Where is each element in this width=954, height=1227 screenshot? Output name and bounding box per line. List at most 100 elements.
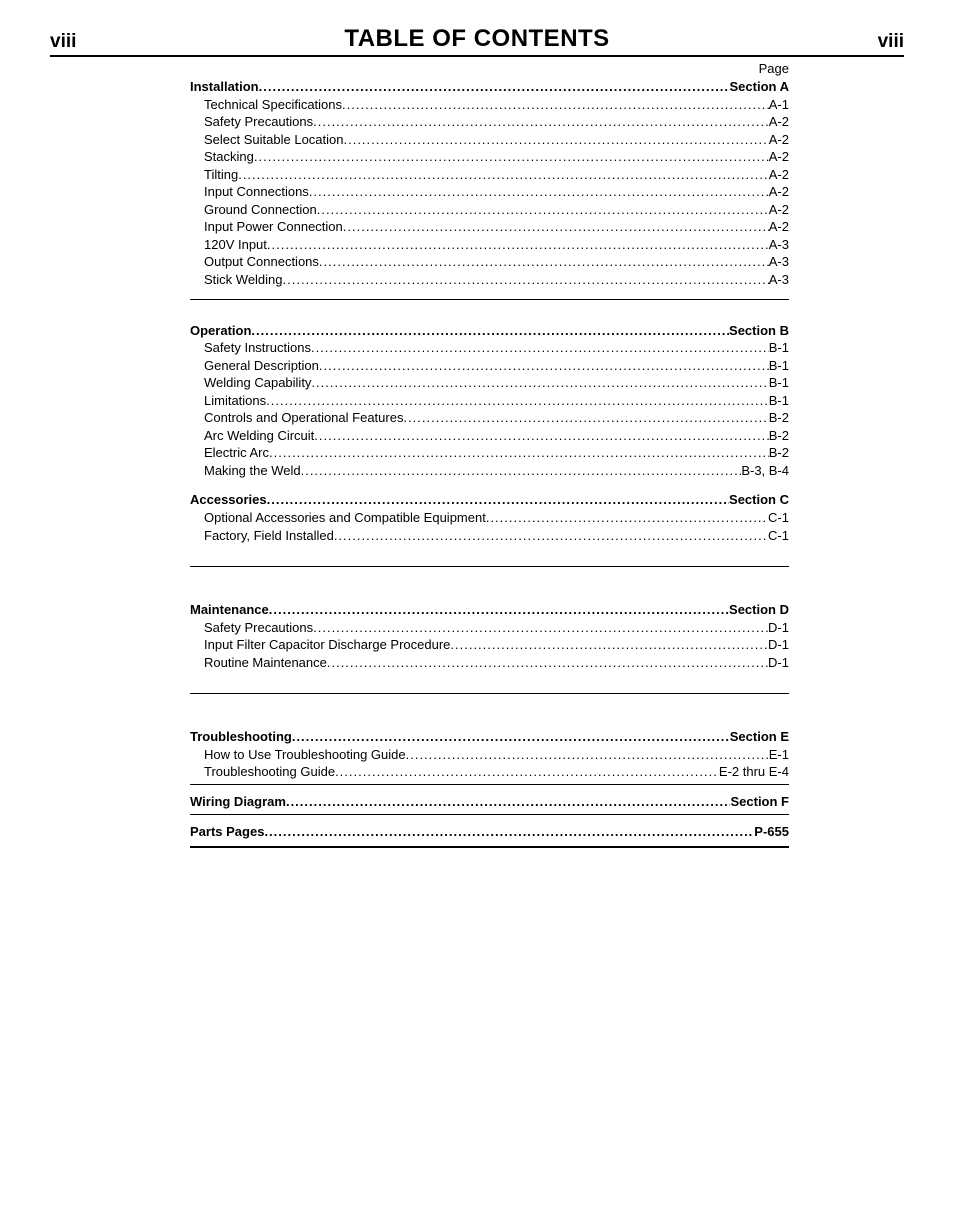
toc-row: Tilting.................................… [190,166,789,184]
leader-dots: ........................................… [264,823,754,841]
toc-entry-page: Section C [729,491,789,509]
toc-row: Factory, Field Installed................… [190,527,789,545]
toc-entry-label: Output Connections [190,253,319,271]
toc-entry-label: Routine Maintenance [190,654,327,672]
toc-row: Routine Maintenance.....................… [190,654,789,672]
toc-row: Input Power Connection..................… [190,218,789,236]
toc-entry-label: Limitations [190,392,266,410]
toc-entry-label: Making the Weld [190,462,301,480]
leader-dots: ........................................… [269,444,769,462]
toc-row: Installation............................… [190,78,789,96]
leader-dots: ........................................… [266,392,769,410]
toc-row: How to Use Troubleshooting Guide........… [190,746,789,764]
toc-entry-label: Input Connections [190,183,309,201]
toc-entry-page: B-2 [769,427,789,445]
leader-dots: ........................................… [486,509,768,527]
left-page-number: viii [50,31,76,53]
toc-entry-page: Section D [729,601,789,619]
leader-dots: ........................................… [283,271,769,289]
spacer [190,716,789,728]
leader-dots: ........................................… [317,201,769,219]
leader-dots: ........................................… [267,491,729,509]
toc-entry-label: Wiring Diagram [190,793,286,811]
leader-dots: ........................................… [313,619,768,637]
leader-dots: ........................................… [327,654,768,672]
leader-dots: ........................................… [311,339,769,357]
leader-dots: ........................................… [251,322,729,340]
toc-entry-label: Tilting [190,166,238,184]
toc-entry-label: General Description [190,357,319,375]
toc-section: Maintenance.............................… [190,589,789,694]
toc-entry-label: Accessories [190,491,267,509]
toc-entry-label: Operation [190,322,251,340]
toc-entry-label: Stacking [190,148,254,166]
toc-entry-page: B-3, B-4 [741,462,789,480]
toc-entry-label: Input Filter Capacitor Discharge Procedu… [190,636,450,654]
toc-entry-label: Select Suitable Location [190,131,343,149]
leader-dots: ........................................… [309,183,769,201]
toc-entry-page: A-3 [769,253,789,271]
page-column-label: Page [190,57,789,78]
toc-row: Troubleshooting.........................… [190,728,789,746]
toc-entry-label: Factory, Field Installed [190,527,334,545]
leader-dots: ........................................… [259,78,730,96]
toc-row: Controls and Operational Features.......… [190,409,789,427]
toc-entry-label: Parts Pages [190,823,264,841]
toc-row: Technical Specifications................… [190,96,789,114]
toc-entry-label: Safety Precautions [190,619,313,637]
toc-row: Stick Welding...........................… [190,271,789,289]
toc-entry-page: Section F [730,793,789,811]
toc-entry-page: B-1 [769,392,789,410]
toc-entry-label: Input Power Connection [190,218,343,236]
toc-row: Maintenance.............................… [190,601,789,619]
toc-row: Safety Instructions.....................… [190,339,789,357]
toc-section: Troubleshooting.........................… [190,716,789,785]
toc-entry-label: 120V Input [190,236,267,254]
toc-entry-page: A-2 [769,166,789,184]
toc-row: Select Suitable Location................… [190,131,789,149]
spacer [190,479,789,491]
toc-row: Safety Precautions......................… [190,113,789,131]
toc-entry-page: A-2 [769,113,789,131]
toc-entry-page: A-3 [769,236,789,254]
right-page-number: viii [878,31,904,53]
toc-entry-page: B-1 [769,357,789,375]
toc-row: Parts Pages.............................… [190,823,789,841]
toc-row: Limitations.............................… [190,392,789,410]
toc-row: Troubleshooting Guide...................… [190,763,789,781]
toc-entry-page: A-2 [769,148,789,166]
leader-dots: ........................................… [319,253,769,271]
leader-dots: ........................................… [286,793,731,811]
leader-dots: ........................................… [238,166,769,184]
leader-dots: ........................................… [269,601,729,619]
toc-entry-page: B-1 [769,374,789,392]
toc-row: Safety Precautions......................… [190,619,789,637]
toc-entry-page: D-1 [768,654,789,672]
toc-entry-page: A-2 [769,131,789,149]
spacer [190,589,789,601]
toc-entry-label: Troubleshooting [190,728,292,746]
toc-entry-page: E-1 [769,746,789,764]
toc-entry-page: Section A [730,78,789,96]
toc-entry-page: A-2 [769,218,789,236]
leader-dots: ........................................… [343,218,769,236]
toc-entry-label: Safety Instructions [190,339,311,357]
toc-entry-page: C-1 [768,527,789,545]
toc-entry-page: Section B [729,322,789,340]
toc-row: Stacking................................… [190,148,789,166]
toc-entry-label: Maintenance [190,601,269,619]
leader-dots: ........................................… [311,374,768,392]
toc-section: Installation............................… [190,78,789,300]
toc-row: Making the Weld.........................… [190,462,789,480]
toc-row: 120V Input..............................… [190,236,789,254]
toc-entry-label: Technical Specifications [190,96,342,114]
leader-dots: ........................................… [334,527,768,545]
toc-entry-page: B-2 [769,409,789,427]
toc-row: Input Filter Capacitor Discharge Procedu… [190,636,789,654]
toc-row: General Description.....................… [190,357,789,375]
leader-dots: ........................................… [313,113,769,131]
toc-section: Wiring Diagram..........................… [190,793,789,815]
page-header: viii TABLE OF CONTENTS viii [50,25,904,57]
spacer [190,310,789,322]
toc-entry-page: A-1 [769,96,789,114]
